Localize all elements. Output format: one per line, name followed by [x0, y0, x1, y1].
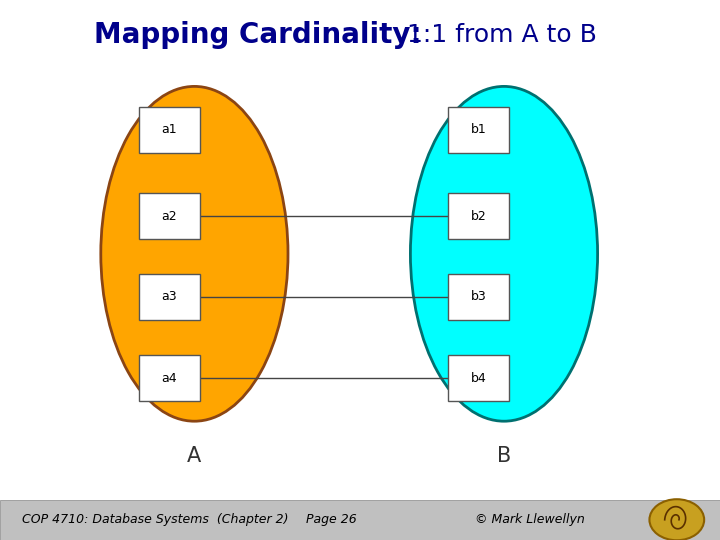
- FancyBboxPatch shape: [448, 274, 510, 320]
- FancyBboxPatch shape: [448, 106, 510, 152]
- Text: b1: b1: [471, 123, 487, 136]
- Text: COP 4710: Database Systems  (Chapter 2): COP 4710: Database Systems (Chapter 2): [22, 513, 288, 526]
- Text: a4: a4: [161, 372, 177, 384]
- Text: b3: b3: [471, 291, 487, 303]
- Ellipse shape: [101, 86, 288, 421]
- Text: b2: b2: [471, 210, 487, 222]
- FancyBboxPatch shape: [448, 193, 510, 239]
- Ellipse shape: [410, 86, 598, 421]
- Text: © Mark Llewellyn: © Mark Llewellyn: [475, 513, 585, 526]
- Text: Page 26: Page 26: [306, 513, 356, 526]
- Text: b4: b4: [471, 372, 487, 384]
- Text: B: B: [497, 446, 511, 467]
- FancyBboxPatch shape: [448, 355, 510, 401]
- FancyBboxPatch shape: [138, 355, 199, 401]
- Text: A: A: [187, 446, 202, 467]
- Text: a1: a1: [161, 123, 177, 136]
- Text: a3: a3: [161, 291, 177, 303]
- FancyBboxPatch shape: [138, 274, 199, 320]
- Text: Mapping Cardinality:: Mapping Cardinality:: [94, 21, 421, 49]
- Bar: [0, 500, 720, 540]
- Circle shape: [649, 499, 704, 540]
- FancyBboxPatch shape: [138, 106, 199, 152]
- Text: a2: a2: [161, 210, 177, 222]
- Text: 1:1 from A to B: 1:1 from A to B: [407, 23, 597, 47]
- FancyBboxPatch shape: [138, 193, 199, 239]
